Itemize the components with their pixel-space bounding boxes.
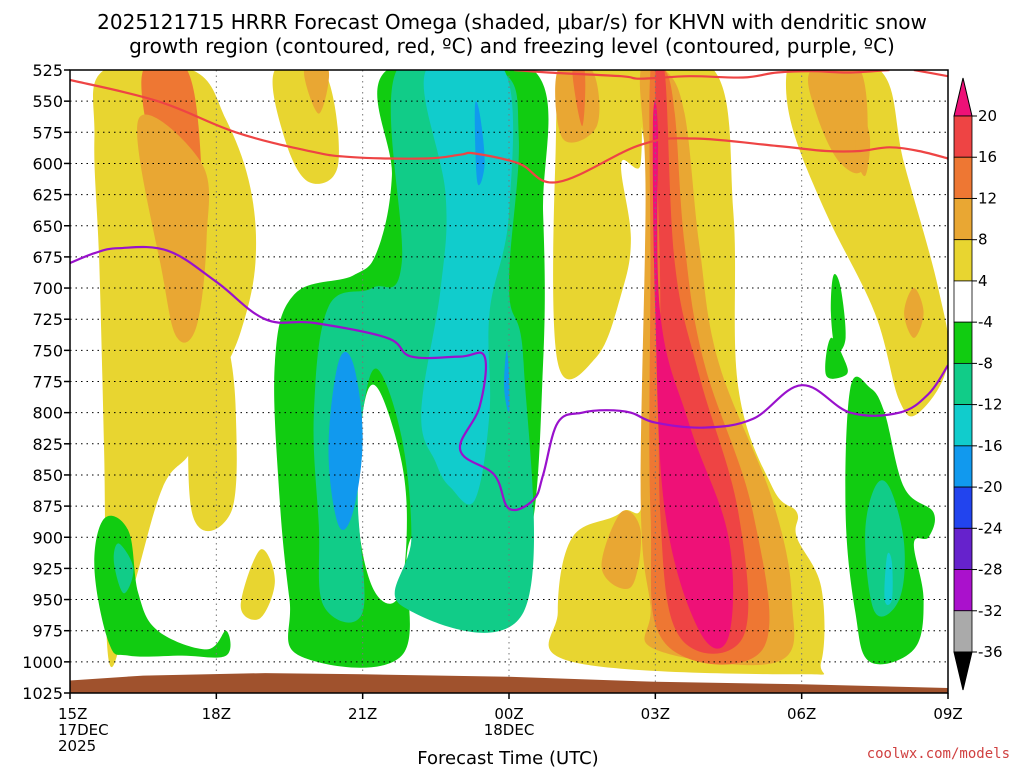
- colorbar-bin-11: [953, 569, 973, 612]
- omega-region-26: [808, 70, 868, 174]
- y-tick-label-650: 650: [32, 217, 63, 236]
- omega-region-29: [830, 274, 846, 352]
- omega-region-20: [601, 510, 642, 590]
- y-tick-label-675: 675: [32, 248, 63, 267]
- dgz-contour-1: [513, 70, 890, 80]
- ground-fill: [70, 673, 948, 693]
- x-tick-label-3: 18Z: [202, 705, 231, 723]
- chart-title-line-2: growth region (contoured, red, ºC) and f…: [129, 34, 895, 58]
- y-tick-label-975: 975: [32, 622, 63, 641]
- colorbar-bin-4: [953, 280, 973, 323]
- colorbar-label-9: -20: [978, 478, 1003, 496]
- y-tick-label-550: 550: [32, 92, 63, 111]
- colorbar-label-13: -36: [978, 643, 1003, 661]
- x-tick-label-18: 09Z: [933, 705, 962, 723]
- omega-region-6: [304, 70, 330, 114]
- omega-region-32: [865, 480, 905, 617]
- colorbar-top-arrow: [953, 77, 973, 117]
- omega-region-4: [240, 549, 275, 620]
- colorbar-label-10: -24: [978, 519, 1003, 537]
- omega-region-25: [785, 70, 948, 417]
- omega-region-14: [474, 101, 485, 186]
- colorbar-label-8: -16: [978, 437, 1003, 455]
- y-tick-label-750: 750: [32, 341, 63, 360]
- omega-region-12: [421, 70, 514, 505]
- colorbar-bin-9: [953, 486, 973, 529]
- colorbar-bin-0: [953, 115, 973, 158]
- colorbar-label-3: 8: [978, 231, 988, 249]
- y-tick-label-775: 775: [32, 373, 63, 392]
- grid-lines: [70, 70, 948, 693]
- y-tick-label-725: 725: [32, 310, 63, 329]
- colorbar-label-5: -4: [978, 313, 993, 331]
- omega-region-33: [884, 552, 893, 606]
- colorbar-label-6: -8: [978, 354, 993, 372]
- dgz-contour-0: [70, 78, 948, 184]
- omega-region-28: [904, 288, 924, 338]
- colorbar-bin-5: [953, 321, 973, 364]
- y-tick-label-825: 825: [32, 435, 63, 454]
- colorbar-bin-12: [953, 610, 973, 653]
- colorbar-label-11: -28: [978, 561, 1003, 579]
- y-tick-label-525: 525: [32, 61, 63, 80]
- y-tick-label-900: 900: [32, 528, 63, 547]
- omega-region-8: [113, 543, 134, 594]
- y-tick-label-875: 875: [32, 497, 63, 516]
- omega-region-15: [504, 350, 510, 413]
- omega-region-30: [825, 337, 848, 379]
- y-tick-label-850: 850: [32, 466, 63, 485]
- x-tick-label-0: 15Z 17DEC 2025: [58, 705, 109, 755]
- x-tick-label-6: 21Z: [348, 705, 377, 723]
- omega-region-18: [572, 70, 586, 127]
- y-tick-label-1000: 1000: [22, 653, 63, 672]
- omega-region-7: [94, 515, 231, 658]
- y-tick-label-925: 925: [32, 559, 63, 578]
- colorbar-bin-8: [953, 445, 973, 488]
- ground-surface: [70, 673, 948, 693]
- x-tick-label-12: 03Z: [641, 705, 670, 723]
- omega-region-0: [93, 70, 257, 668]
- omega-region-13: [328, 351, 363, 531]
- omega-region-3: [137, 114, 210, 343]
- y-tick-label-625: 625: [32, 186, 63, 205]
- y-tick-label-575: 575: [32, 123, 63, 142]
- colorbar-bin-6: [953, 362, 973, 406]
- colorbar-label-12: -32: [978, 602, 1003, 620]
- colorbar-bin-7: [953, 404, 973, 447]
- colorbar: 20 16 12 8 4 -4 -8 -12 -16 -20 -24 -28 -32 -36: [953, 77, 1003, 691]
- contour-lines: [70, 70, 948, 512]
- y-tick-label-700: 700: [32, 279, 63, 298]
- omega-region-24: [652, 100, 734, 649]
- y-tick-label-950: 950: [32, 591, 63, 610]
- freezing-level-contour-0: [70, 245, 948, 512]
- omega-region-1: [188, 311, 237, 532]
- colorbar-bin-1: [953, 156, 973, 199]
- colorbar-bottom-arrow: [953, 651, 973, 691]
- plot-area: [70, 70, 948, 693]
- omega-shading: [93, 70, 948, 675]
- omega-region-27: [855, 113, 871, 177]
- omega-region-10: [357, 384, 407, 604]
- colorbar-label-1: 16: [978, 148, 997, 166]
- colorbar-label-7: -12: [978, 396, 1003, 414]
- colorbar-label-0: 20: [978, 107, 997, 125]
- time-axis: 15Z 17DEC 2025 18Z 21Z 00Z 18DEC 03Z 06Z 09Z: [58, 693, 963, 755]
- colorbar-label-4: 4: [978, 272, 988, 290]
- y-tick-label-600: 600: [32, 154, 63, 173]
- x-tick-label-15: 06Z: [787, 705, 816, 723]
- colorbar-label-2: 12: [978, 189, 997, 207]
- y-tick-label-1025: 1025: [22, 684, 63, 703]
- colorbar-bin-2: [953, 198, 973, 241]
- chart-title-line-1: 2025121715 HRRR Forecast Omega (shaded, …: [97, 10, 927, 34]
- pressure-axis: 525 550 575 600 625 650 675 700 725 750 775 800 825 8…: [22, 61, 70, 703]
- x-tick-label-9: 00Z 18DEC: [484, 705, 535, 739]
- x-axis-title: Forecast Time (UTC): [417, 748, 598, 768]
- colorbar-bin-10: [953, 527, 973, 570]
- credit-text: coolwx.com/models: [867, 746, 1010, 762]
- colorbar-bin-3: [953, 239, 973, 282]
- omega-region-16: [553, 70, 642, 380]
- y-tick-label-800: 800: [32, 404, 63, 423]
